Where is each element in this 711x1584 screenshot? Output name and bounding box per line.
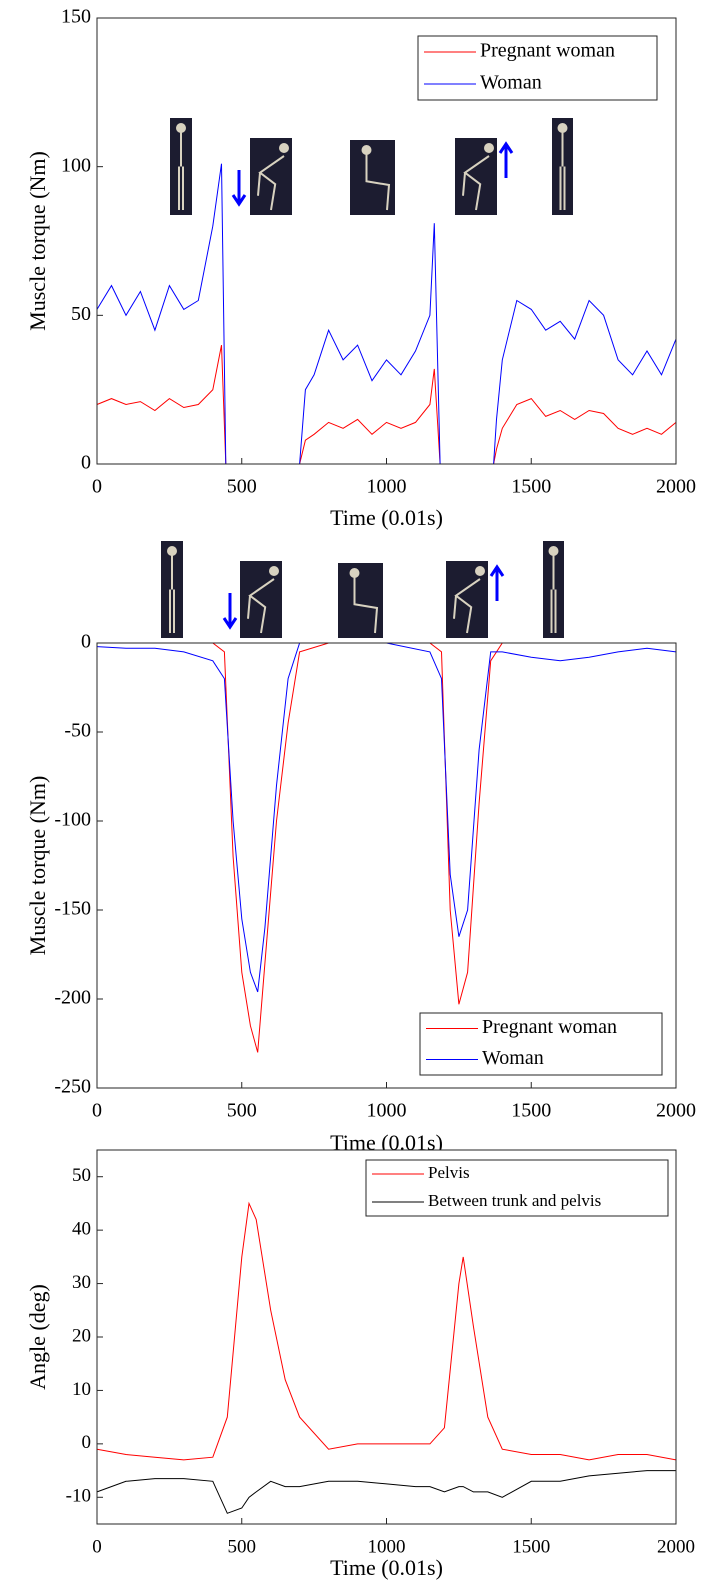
y-tick-label: -10	[66, 1486, 91, 1507]
posture-head	[475, 566, 485, 576]
x-tick-label: 1500	[511, 1100, 551, 1122]
x-tick-label: 1500	[512, 1536, 550, 1557]
arrow-head	[489, 564, 505, 577]
posture-image	[552, 118, 573, 215]
legend-box	[417, 35, 658, 101]
posture-head	[484, 143, 494, 153]
y-tick-label: -100	[54, 809, 91, 831]
y-axis-label: Muscle torque (Nm)	[25, 776, 50, 956]
legend-label: Pelvis	[428, 1163, 470, 1182]
y-tick-label: 50	[71, 303, 91, 325]
x-tick-label: 0	[92, 1100, 102, 1122]
y-tick-label: -250	[54, 1076, 91, 1098]
y-tick-label: 40	[72, 1219, 91, 1240]
posture-body	[178, 128, 184, 210]
x-tick-label: 1500	[511, 476, 551, 498]
arrow-head	[222, 617, 238, 630]
x-tick-label: 500	[227, 1100, 257, 1122]
posture-image	[350, 140, 395, 215]
x-tick-label: 1000	[367, 476, 407, 498]
x-tick-label: 1000	[368, 1536, 406, 1557]
posture-head	[269, 566, 279, 576]
legend-label: Pregnant woman	[480, 40, 615, 62]
posture-body	[257, 155, 285, 211]
posture-body	[247, 578, 275, 634]
arrow-head	[498, 141, 514, 154]
y-tick-label: 10	[72, 1379, 91, 1400]
posture-image	[161, 541, 183, 638]
y-tick-label: 50	[72, 1165, 91, 1186]
y-tick-label: 150	[61, 6, 91, 28]
x-tick-label: 500	[228, 1536, 257, 1557]
posture-body	[169, 551, 175, 633]
y-tick-label: -200	[54, 987, 91, 1009]
y-axis-label: Angle (deg)	[25, 1284, 50, 1390]
x-tick-label: 0	[92, 476, 102, 498]
legend-box	[365, 1159, 669, 1217]
x-tick-label: 2000	[657, 1536, 695, 1557]
posture-body	[353, 573, 379, 634]
posture-body	[462, 155, 490, 211]
posture-image	[240, 561, 282, 638]
y-tick-label: 100	[61, 154, 91, 176]
data-line	[96, 1201, 677, 1461]
posture-body	[559, 128, 566, 210]
y-tick-label: 0	[81, 452, 91, 474]
data-line	[96, 163, 677, 465]
posture-image	[455, 138, 497, 215]
legend-label: Woman	[480, 72, 542, 94]
posture-image	[338, 563, 383, 638]
posture-head	[279, 143, 289, 153]
arrow-head	[231, 194, 247, 207]
posture-body	[365, 150, 391, 211]
x-tick-label: 1000	[367, 1100, 407, 1122]
posture-image	[446, 561, 488, 638]
y-axis-label: Muscle torque (Nm)	[25, 151, 50, 331]
x-tick-label: 2000	[656, 1100, 696, 1122]
y-tick-label: -50	[64, 720, 91, 742]
y-tick-label: -150	[54, 898, 91, 920]
posture-image	[250, 138, 292, 215]
legend-box	[419, 1012, 663, 1076]
x-tick-label: 500	[227, 476, 257, 498]
x-axis-label: Time (0.01s)	[330, 505, 443, 530]
legend-label: Woman	[482, 1047, 544, 1069]
legend-label: Pregnant woman	[482, 1016, 617, 1038]
posture-image	[170, 118, 192, 215]
x-tick-label: 2000	[656, 476, 696, 498]
y-tick-label: 0	[82, 1432, 92, 1453]
x-tick-label: 0	[92, 1536, 102, 1557]
x-axis-label: Time (0.01s)	[330, 1555, 443, 1580]
y-tick-label: 20	[72, 1325, 91, 1346]
posture-body	[453, 578, 481, 634]
data-line	[96, 345, 677, 465]
posture-image	[543, 541, 564, 638]
posture-body	[550, 551, 557, 633]
data-line	[96, 1470, 676, 1514]
y-tick-label: 0	[81, 631, 91, 653]
legend-label: Between trunk and pelvis	[428, 1191, 601, 1210]
y-tick-label: 30	[72, 1272, 91, 1293]
